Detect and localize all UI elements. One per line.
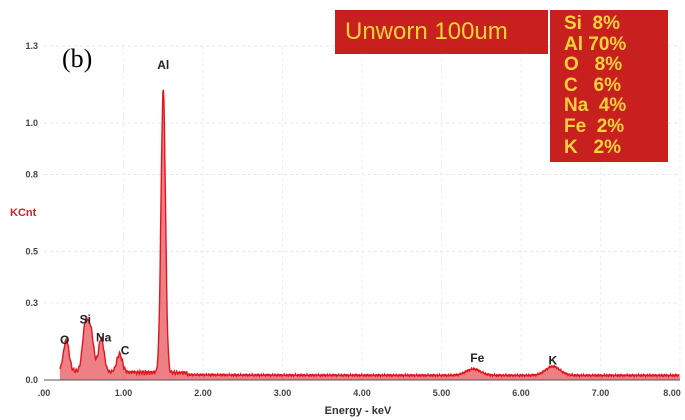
composition-percent: 6% — [588, 74, 622, 96]
x-tick-label: 1.00 — [115, 388, 133, 398]
composition-element: Na — [564, 95, 594, 117]
x-tick-label: 5.00 — [433, 388, 451, 398]
panel-label: (b) — [62, 44, 93, 73]
x-axis-label: Energy - keV — [325, 405, 392, 417]
x-tick-label: 6.00 — [512, 388, 530, 398]
x-tick-label: 3.00 — [274, 388, 292, 398]
composition-percent: 8% — [587, 13, 620, 34]
x-tick-label: 8.00 — [663, 388, 681, 398]
x-tick-label: .00 — [38, 388, 51, 398]
composition-percent: 70% — [588, 33, 627, 55]
composition-element: C — [564, 74, 589, 96]
y-tick-label: 0.8 — [25, 169, 38, 179]
composition-percent: 8% — [589, 54, 623, 76]
composition-percent: 4% — [593, 95, 627, 117]
composition-element: O — [564, 54, 590, 76]
y-axis-label: KCnt — [10, 207, 37, 219]
composition-row: Al 70% — [564, 33, 668, 56]
composition-percent: 2% — [588, 136, 622, 158]
peak-label: K — [548, 354, 557, 368]
y-tick-label: 1.0 — [25, 118, 38, 128]
spectrum-line — [59, 89, 680, 379]
composition-element: Al — [564, 33, 589, 55]
peak-label: Na — [96, 330, 112, 344]
composition-element: Si — [564, 13, 588, 34]
y-tick-label: 0.0 — [25, 375, 38, 385]
peak-labels: O Si Na C Al Fe K — [60, 58, 557, 367]
composition-row: Fe 2% — [564, 115, 668, 138]
x-tick-label: 4.00 — [353, 388, 371, 398]
sample-title-box: Unworn 100um — [335, 10, 548, 54]
peak-label: Fe — [470, 351, 484, 365]
composition-element: Fe — [564, 115, 592, 137]
peak-label: C — [121, 343, 130, 357]
peak-label: Al — [157, 58, 169, 72]
composition-row: C 6% — [564, 74, 668, 97]
y-tick-label: 0.5 — [25, 247, 38, 257]
composition-row: O 8% — [564, 54, 668, 76]
composition-percent: 2% — [591, 115, 625, 137]
composition-row: Na 4% — [564, 96, 668, 117]
peak-label: Si — [80, 312, 91, 326]
x-tick-labels: .00 1.00 2.00 3.00 4.00 5.00 6.00 7.00 8.00 — [38, 388, 681, 398]
peak-label: O — [60, 333, 69, 347]
composition-row: Si 8% — [564, 13, 668, 35]
y-tick-label: 0.3 — [25, 298, 38, 308]
composition-box: Si 8% Al 70% O 8% C 6% Na 4% Fe 2% K 2% — [550, 10, 668, 162]
composition-row: K 2% — [564, 136, 668, 159]
y-tick-label: 1.3 — [25, 41, 38, 51]
sample-title: Unworn 100um — [345, 18, 508, 45]
composition-element: K — [564, 136, 589, 158]
spectrum-series — [59, 89, 680, 381]
y-tick-labels: 0.0 0.3 0.5 0.8 1.0 1.3 — [25, 41, 38, 385]
x-tick-label: 2.00 — [194, 388, 212, 398]
x-tick-label: 7.00 — [592, 388, 610, 398]
